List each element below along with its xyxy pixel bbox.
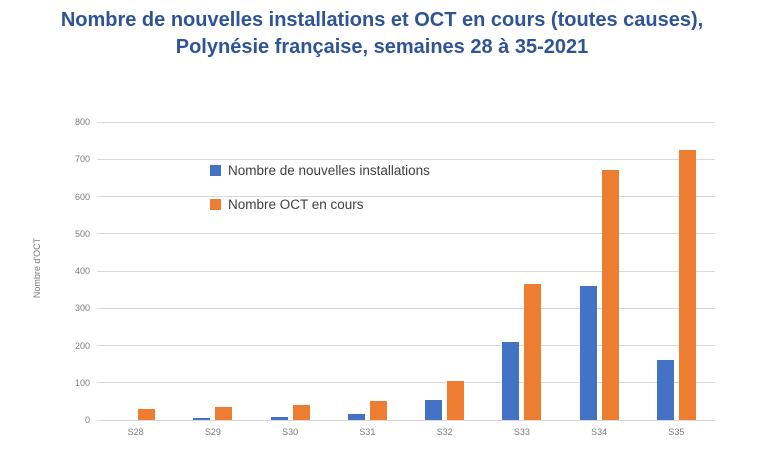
x-tick-label-S32: S32 <box>436 427 453 437</box>
gridline-200 <box>97 345 715 346</box>
bar-S31-series0 <box>347 414 365 420</box>
y-tick-label-500: 500 <box>74 228 90 239</box>
bar-S32-series1 <box>447 380 465 420</box>
y-tick-label-700: 700 <box>74 154 90 165</box>
x-tick-label-S30: S30 <box>282 427 299 437</box>
legend-item-installations: Nombre de nouvelles installations <box>210 163 430 178</box>
x-tick-label-S33: S33 <box>513 427 530 437</box>
y-tick-label-0: 0 <box>84 415 90 425</box>
gridline-700 <box>97 158 715 160</box>
x-tick-label-S31: S31 <box>359 427 376 437</box>
legend-label-oct: Nombre OCT en cours <box>228 197 364 212</box>
legend-swatch-oct <box>210 199 221 210</box>
bar-S30-series0 <box>270 417 288 420</box>
bar-S35-series1 <box>678 149 696 420</box>
title-line-2: Polynésie française, semaines 28 à 35-20… <box>175 36 589 58</box>
title-line-1: Nombre de nouvelles installations et OCT… <box>60 9 704 31</box>
page-title: Nombre de nouvelles installations et OCT… <box>0 7 764 61</box>
bar-S28-series1 <box>138 408 156 420</box>
x-tick-label-S29: S29 <box>204 427 221 437</box>
x-tick-label-S35: S35 <box>668 427 685 437</box>
y-tick-label-200: 200 <box>74 340 90 351</box>
bar-S30-series1 <box>292 405 310 420</box>
gridline-600 <box>97 196 715 197</box>
bar-S32-series0 <box>425 399 443 420</box>
y-tick-label-800: 800 <box>74 117 90 127</box>
y-tick-label-300: 300 <box>74 303 90 314</box>
y-tick-label-600: 600 <box>74 191 90 202</box>
legend: Nombre de nouvelles installations Nombre… <box>210 163 430 231</box>
x-tick-label-S34: S34 <box>591 427 608 437</box>
gridline-100 <box>97 382 715 384</box>
bar-S31-series1 <box>369 401 387 420</box>
y-tick-label-100: 100 <box>74 377 90 388</box>
x-tick-label-S28: S28 <box>127 427 144 437</box>
plot-area <box>97 121 715 421</box>
bar-S29-series1 <box>215 406 233 420</box>
bar-S35-series0 <box>656 360 674 420</box>
gridline-400 <box>97 270 715 272</box>
gridline-300 <box>97 307 715 309</box>
gridline-800 <box>97 121 715 123</box>
bar-S29-series0 <box>193 418 211 420</box>
y-axis-title: Nombre d'OCT <box>32 237 42 299</box>
gridline-500 <box>97 233 715 235</box>
bar-S33-series1 <box>524 284 542 420</box>
legend-label-installations: Nombre de nouvelles installations <box>228 163 430 178</box>
legend-item-oct: Nombre OCT en cours <box>210 197 430 212</box>
gridline-0 <box>97 419 715 421</box>
bar-S33-series0 <box>502 341 520 420</box>
bar-S34-series1 <box>601 170 619 420</box>
bar-S34-series0 <box>579 285 597 420</box>
legend-swatch-installations <box>210 165 221 176</box>
y-tick-label-400: 400 <box>74 266 90 276</box>
